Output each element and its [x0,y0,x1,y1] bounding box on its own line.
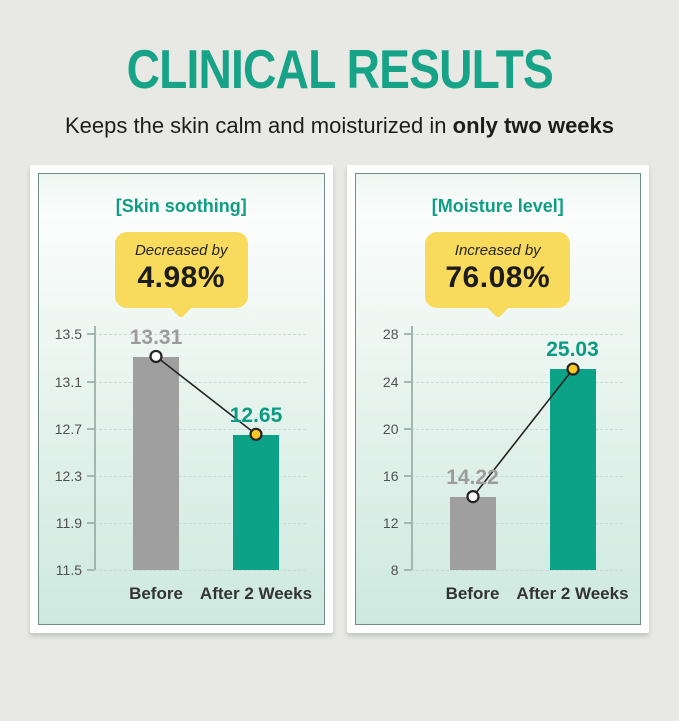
page-title-text: CLINICAL RESULTS [126,38,553,100]
y-tick-label: 24 [382,373,399,390]
gridline [410,381,623,383]
callout-decreased-value: 4.98% [137,261,226,295]
axis-tick [87,380,94,383]
chart-panels: [Skin soothing] Decreased by 4.98% 13.5 1… [30,165,649,634]
gridline [94,475,306,477]
bar-before [449,496,496,571]
gridline [410,570,623,572]
gridline [94,523,306,525]
axis-tick [403,522,411,525]
bar-value-label: 14.22 [446,465,499,489]
callout-decreased: Decreased by 4.98% [114,232,248,308]
callout-decreased-label: Decreased by [134,242,228,260]
y-tick-label: 16 [382,467,399,484]
x-category-label: After 2 Weeks [199,584,313,604]
bar-value-label: 12.65 [229,403,283,427]
page-subtitle: Keeps the skin calm and moisturized in o… [0,113,679,139]
bar-chart-moisture-level: 28 24 20 16 12 8 14.22 Before 25.03 After 2 Weeks [356,326,641,603]
subtitle-bold: only two weeks [452,113,615,138]
gridline [410,475,623,477]
y-tick-label: 12 [382,515,399,532]
y-tick-label: 13.1 [54,373,82,390]
bar-after [233,434,279,571]
page-title: CLINICAL RESULTS [0,42,679,97]
y-tick-label: 11.5 [55,562,82,579]
y-tick-label: 28 [382,326,399,343]
gridline [94,381,306,383]
callout-increased: Increased by 76.08% [425,232,571,308]
y-tick-label: 13.5 [54,326,82,343]
infographic-page: CLINICAL RESULTS Keeps the skin calm and… [0,42,679,721]
chart-title-moisture-level: [Moisture level] [431,196,564,217]
axis-tick [403,380,411,383]
gridline [410,523,623,525]
chart-title-skin-soothing: [Skin soothing] [115,196,247,217]
x-category-label: After 2 Weeks [516,584,629,604]
axis-tick [403,569,411,572]
bar-after [549,369,596,571]
x-category-label: Before [129,584,183,604]
y-axis-line [410,326,413,571]
axis-tick [87,474,94,477]
marker-after-circle [565,362,580,377]
axis-tick [403,427,411,430]
marker-before-circle [149,350,163,364]
gridline [410,334,623,336]
connector-line-overlay [149,350,263,442]
y-tick-label: 11.9 [55,515,82,532]
y-tick-label: 20 [382,420,399,437]
panel-skin-soothing: [Skin soothing] Decreased by 4.98% 13.5 1… [30,165,333,634]
axis-tick [403,333,411,336]
panel-skin-soothing-inner: [Skin soothing] Decreased by 4.98% 13.5 1… [38,173,325,626]
marker-after-circle [249,428,263,442]
x-category-label: Before [445,584,500,604]
connector-line-overlay [465,362,580,504]
gridline [410,428,623,430]
gridline [94,570,306,572]
y-tick-label: 8 [390,562,399,579]
axis-tick [87,333,94,336]
y-tick-label: 12.3 [54,467,82,484]
marker-before-circle [465,490,480,504]
subtitle-regular: Keeps the skin calm and moisturized in [64,113,453,138]
axis-tick [87,522,94,525]
axis-tick [403,474,411,477]
bar-before [133,356,179,571]
y-axis-line [94,326,96,571]
bar-value-label: 13.31 [129,325,183,349]
callout-increased-value: 76.08% [445,261,551,295]
gridline [94,428,306,430]
bar-value-label: 25.03 [546,338,599,362]
axis-tick [87,427,94,430]
axis-tick [87,569,94,572]
y-tick-label: 12.7 [54,420,82,437]
callout-increased-label: Increased by [454,242,541,260]
gridline [94,334,306,336]
panel-moisture-level: [Moisture level] Increased by 76.08% 28 2… [346,165,649,634]
panel-moisture-level-inner: [Moisture level] Increased by 76.08% 28 2… [354,173,641,626]
bar-chart-skin-soothing: 13.5 13.1 12.7 12.3 11.9 11.5 13.31 Before 12.65… [39,326,324,604]
